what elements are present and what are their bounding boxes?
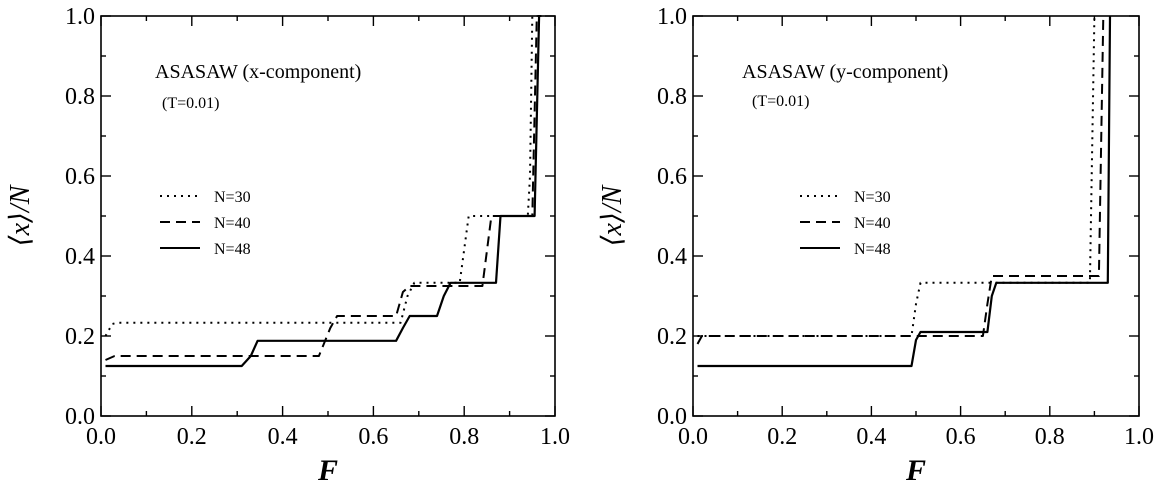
y-axis-label: ⟨x⟩/N (5, 184, 36, 246)
y-tick-label: 0.6 (65, 164, 95, 190)
y-tick-label: 0.2 (65, 324, 95, 350)
y-tick-label: 0.8 (657, 84, 687, 110)
y-tick-label: 1.0 (657, 4, 687, 30)
chart-subtitle: (T=0.01) (752, 93, 809, 110)
series-line-n-48 (105, 15, 541, 368)
x-tick-label: 1.0 (540, 424, 570, 450)
legend-label: N=48 (214, 241, 251, 258)
x-tick-label: 1.0 (1124, 424, 1154, 450)
chart-title: ASASAW (x-component) (155, 61, 361, 83)
x-tick-label: 0.0 (86, 424, 116, 450)
chart-panel-x-component: 0.0 0.2 0.4 0.6 0.8 1.0 0.0 0.2 0.4 0.6 0.8 1.0 F ⟨x⟩… (5, 4, 570, 484)
legend-label: N=40 (854, 215, 891, 232)
x-tick-label: 0.8 (449, 424, 479, 450)
y-tick-label: 0.4 (65, 244, 95, 270)
legend-label: N=30 (854, 189, 891, 206)
y-tick-label: 0.4 (657, 244, 687, 270)
x-tick-label: 0.6 (358, 424, 388, 450)
y-tick-label: 1.0 (65, 4, 95, 30)
x-tick-label: 0.0 (678, 424, 708, 450)
x-tick-label: 0.2 (767, 424, 797, 450)
x-tick-label: 0.6 (946, 424, 976, 450)
x-axis-label: F (905, 454, 926, 484)
x-tick-label: 0.2 (177, 424, 207, 450)
legend-label: N=48 (854, 241, 891, 258)
x-axis-label: F (317, 454, 338, 484)
series-line-n-40 (696, 15, 1105, 345)
series-line-n-30 (104, 15, 537, 337)
chart-panel-y-component: 0.0 0.2 0.4 0.6 0.8 1.0 0.0 0.2 0.4 0.6 0.8 1.0 F ⟨x⟩… (597, 4, 1154, 484)
y-tick-label: 0.8 (65, 84, 95, 110)
y-tick-label: 0.0 (65, 404, 95, 430)
y-tick-label: 0.2 (657, 324, 687, 350)
y-tick-label: 0.6 (657, 164, 687, 190)
chart-title: ASASAW (y-component) (742, 61, 948, 83)
chart-subtitle: (T=0.01) (162, 95, 219, 112)
x-tick-label: 0.8 (1035, 424, 1065, 450)
y-tick-label: 0.0 (657, 404, 687, 430)
legend-label: N=40 (214, 215, 251, 232)
x-tick-label: 0.4 (856, 424, 886, 450)
x-tick-label: 0.4 (268, 424, 298, 450)
series-line-n-48 (697, 15, 1112, 368)
series-line-n-30 (697, 15, 1096, 337)
legend-label: N=30 (214, 189, 251, 206)
y-axis-label: ⟨x⟩/N (597, 184, 628, 246)
